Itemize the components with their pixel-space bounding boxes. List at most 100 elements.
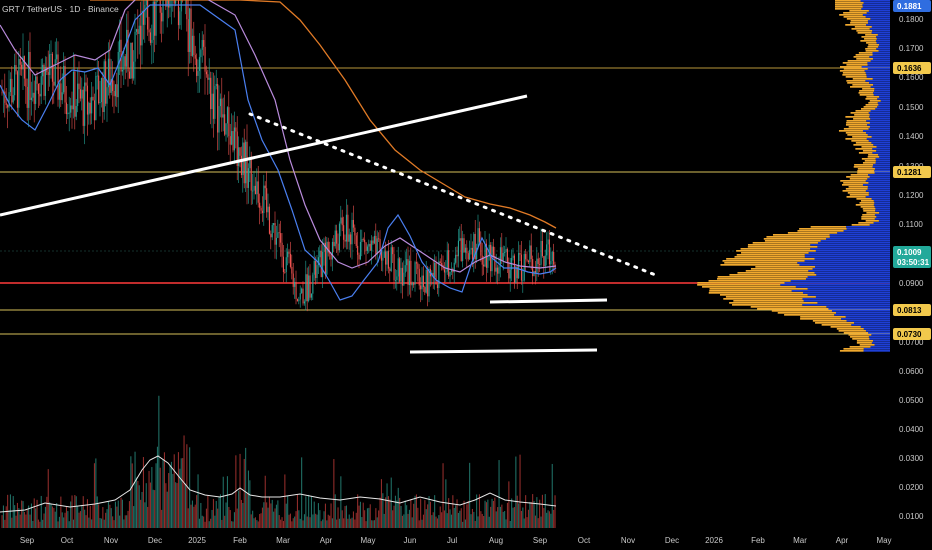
countdown-timer: 03:50:31	[897, 258, 930, 267]
volume-bar	[410, 499, 412, 528]
descending-trendline-dotted	[248, 112, 660, 278]
volume-profile-bar-up	[872, 148, 890, 150]
candle-body	[520, 254, 522, 281]
volume-bar	[179, 468, 181, 528]
volume-profile-bar-up	[804, 256, 890, 258]
volume-profile-bar-up	[826, 238, 890, 240]
volume-bar	[411, 517, 413, 528]
volume-profile-bar-up	[867, 62, 890, 64]
candle-body	[457, 240, 459, 257]
volume-profile-bar-up	[868, 192, 890, 194]
volume-bar	[266, 502, 268, 528]
candle-body	[403, 272, 405, 286]
volume-bar	[484, 500, 486, 528]
volume-profile-bar-down	[849, 346, 871, 348]
candle-body	[110, 79, 112, 93]
volume-bar	[343, 518, 345, 528]
volume-bar	[128, 501, 130, 528]
candle-body	[322, 251, 324, 278]
volume-profile-bar-up	[872, 78, 890, 80]
candle-body	[250, 159, 252, 191]
candle-body	[530, 245, 532, 260]
volume-bar	[35, 508, 37, 528]
candle-body	[309, 275, 311, 298]
candle-body	[19, 58, 21, 65]
candle-body	[187, 19, 189, 52]
volume-bar	[95, 458, 97, 528]
candle-body	[228, 107, 230, 137]
volume-profile-bar-up	[841, 318, 890, 320]
volume-profile-bar-down	[865, 48, 877, 50]
candle-body	[142, 10, 144, 25]
volume-bar	[163, 452, 165, 528]
candle-body	[273, 223, 275, 226]
volume-profile-bar-up	[876, 42, 890, 44]
volume-bar	[2, 505, 4, 528]
volume-bar	[225, 502, 227, 528]
volume-profile-bar-up	[880, 100, 890, 102]
candle-body	[473, 233, 475, 260]
volume-profile-bar-up	[866, 74, 890, 76]
y-tick-label: 0.0700	[899, 338, 924, 347]
candle-body	[522, 280, 524, 282]
price-badge-value: 0.1881	[897, 2, 922, 11]
candle-body	[56, 54, 58, 60]
candle-body	[210, 77, 212, 110]
volume-profile-bar-up	[865, 80, 890, 82]
volume-bar	[112, 516, 114, 528]
y-tick-label: 0.0600	[899, 367, 924, 376]
volume-bar	[240, 499, 242, 528]
volume-profile-bar-down	[720, 264, 800, 266]
volume-profile-bar-down	[709, 288, 808, 290]
volume-bar	[303, 514, 305, 528]
volume-bar	[462, 521, 464, 528]
candle-body	[109, 58, 111, 93]
price-axis[interactable]: 0.18000.17000.16000.15000.14000.13000.12…	[890, 0, 932, 550]
volume-bar	[474, 520, 476, 528]
volume-profile-bar-up	[877, 106, 890, 108]
volume-profile-bar-down	[846, 122, 870, 124]
volume-bar	[173, 454, 175, 528]
volume-bar	[389, 499, 391, 528]
volume-bar	[30, 503, 32, 528]
volume-profile-bar-up	[872, 54, 890, 56]
volume-profile-bar-up	[872, 30, 890, 32]
volume-profile-bar-down	[846, 196, 866, 198]
candle-body	[464, 247, 466, 253]
volume-bar	[74, 494, 76, 528]
volume-profile-bar-down	[850, 336, 869, 338]
volume-bar	[89, 506, 91, 528]
volume-profile-bar-up	[860, 0, 890, 2]
volume-bar	[400, 505, 402, 528]
candle-body	[75, 106, 77, 117]
volume-bar	[457, 512, 459, 528]
volume-bar	[520, 510, 522, 528]
volume-profile-bar-down	[752, 242, 818, 244]
candle-body	[221, 98, 223, 118]
volume-profile-bar-up	[816, 274, 890, 276]
volume-bar	[483, 515, 485, 528]
candle-body	[476, 247, 478, 260]
volume-bar	[46, 496, 48, 528]
volume-profile-bar-up	[791, 290, 890, 292]
volume-profile-bar-up	[873, 200, 890, 202]
volume-bar	[365, 521, 367, 528]
volume-profile-bar-up	[869, 122, 890, 124]
volume-bar	[420, 498, 422, 528]
volume-bar	[534, 515, 536, 528]
volume-profile-bar-down	[839, 14, 863, 16]
volume-bar	[246, 493, 248, 528]
volume-bar	[212, 498, 214, 528]
time-axis[interactable]: Sep Oct Nov Dec 2025 Feb Mar Apr May Jun Jul Aug Sep…	[20, 536, 892, 545]
candle-body	[67, 112, 69, 115]
volume-profile-bar-up	[879, 156, 890, 158]
candle-body	[9, 78, 11, 93]
volume-bar	[406, 505, 408, 528]
volume-profile-bar-down	[848, 186, 868, 188]
volume-bar	[231, 521, 233, 528]
volume-bar	[527, 509, 529, 528]
volume-profile-bar-up	[874, 90, 890, 92]
candle-body	[291, 266, 293, 274]
